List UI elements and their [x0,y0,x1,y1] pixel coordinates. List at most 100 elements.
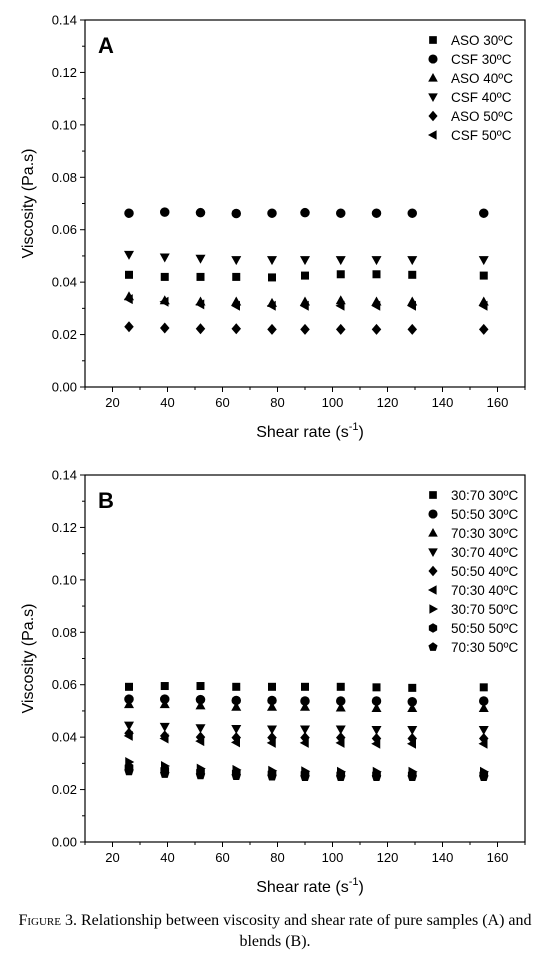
legend-marker [428,548,438,558]
legend-entry: 50:50 30ºC [451,507,518,522]
data-point [407,732,417,744]
data-point [371,208,382,218]
data-point [195,323,206,335]
data-point [407,697,417,707]
x-tick-label: 20 [105,850,119,865]
x-tick-label: 140 [432,395,454,410]
data-point [371,696,382,706]
data-point [408,270,417,279]
data-point [195,207,206,218]
data-point [371,732,382,744]
data-point [159,733,169,744]
y-tick-label: 0.12 [52,65,77,80]
data-point [231,256,242,266]
data-point [371,323,382,335]
legend-entry: 50:50 50ºC [451,621,518,636]
legend-entry: 30:70 30ºC [451,488,518,503]
data-point [407,771,418,782]
legend-marker [427,585,437,595]
legend-entry: 50:50 40ºC [451,564,518,579]
x-tick-label: 140 [432,850,454,865]
x-tick-label: 80 [270,395,284,410]
data-point [125,682,133,691]
data-point [196,682,205,691]
legend-marker [428,72,438,82]
data-point [372,683,381,692]
x-tick-label: 80 [270,850,284,865]
legend-marker [428,642,438,651]
data-point [231,695,241,706]
data-point [301,682,309,691]
data-point [407,256,418,266]
data-point [371,256,382,266]
data-point [407,703,418,713]
data-point [300,207,310,218]
data-point [371,726,382,736]
y-tick-label: 0.00 [52,835,77,850]
data-point [479,323,489,335]
data-point [231,323,241,335]
legend-marker [428,565,438,577]
series-1 [124,694,489,707]
y-tick-label: 0.04 [52,275,77,290]
y-tick-label: 0.12 [52,520,77,535]
legend-marker [428,527,438,537]
legend-marker [428,110,438,122]
caption-lead: Figure 3. [18,912,77,929]
data-point [300,771,310,782]
data-point [371,300,381,311]
data-point [407,738,416,749]
legend-marker [428,623,438,633]
legend-entry: CSF 50ºC [451,128,512,143]
y-tick-label: 0.06 [52,222,77,237]
legend-entry: 70:30 50ºC [451,640,518,655]
data-point [267,256,277,266]
x-tick-label: 40 [160,850,174,865]
legend-marker [429,36,437,44]
data-point [336,696,346,706]
x-tick-label: 100 [322,850,344,865]
y-tick-label: 0.00 [52,380,77,395]
data-point [124,208,134,218]
legend-entry: CSF 40ºC [451,90,512,105]
legend-entry: 30:70 50ºC [451,602,518,617]
legend-marker [428,509,438,519]
data-point [478,256,489,266]
panel-label: A [98,33,114,58]
figure-caption: Figure 3. Relationship between viscosity… [0,910,550,952]
data-point [300,701,310,711]
data-point [267,701,277,711]
y-tick-label: 0.10 [52,117,77,132]
data-point [195,694,206,705]
data-point [266,737,276,748]
data-point [267,323,277,335]
x-tick-label: 60 [215,850,229,865]
data-point [336,208,346,218]
y-tick-label: 0.10 [52,572,77,587]
y-tick-label: 0.02 [52,782,77,797]
data-point [231,701,242,711]
data-point [159,699,170,709]
y-tick-label: 0.02 [52,327,77,342]
chart-panel-b: 0.00 0.02 0.04 0.06 0.08 0.10 0.12 0.14 20 40 60 80… [20,468,526,896]
data-point [232,682,241,691]
data-point [231,725,242,735]
data-point [335,702,346,712]
data-point [231,208,241,219]
data-point [266,300,276,311]
data-point [336,323,346,335]
series-0 [125,270,488,282]
data-point [479,683,488,692]
data-point [408,683,417,692]
y-tick-label: 0.08 [52,625,77,640]
data-point [299,737,309,748]
data-point [195,770,206,780]
data-point [123,294,133,305]
data-point [159,722,170,732]
data-point [160,207,170,217]
legend-marker [429,604,439,614]
data-point [478,726,489,736]
x-tick-label: 40 [160,395,174,410]
series-4 [124,321,489,335]
data-point [300,256,310,266]
